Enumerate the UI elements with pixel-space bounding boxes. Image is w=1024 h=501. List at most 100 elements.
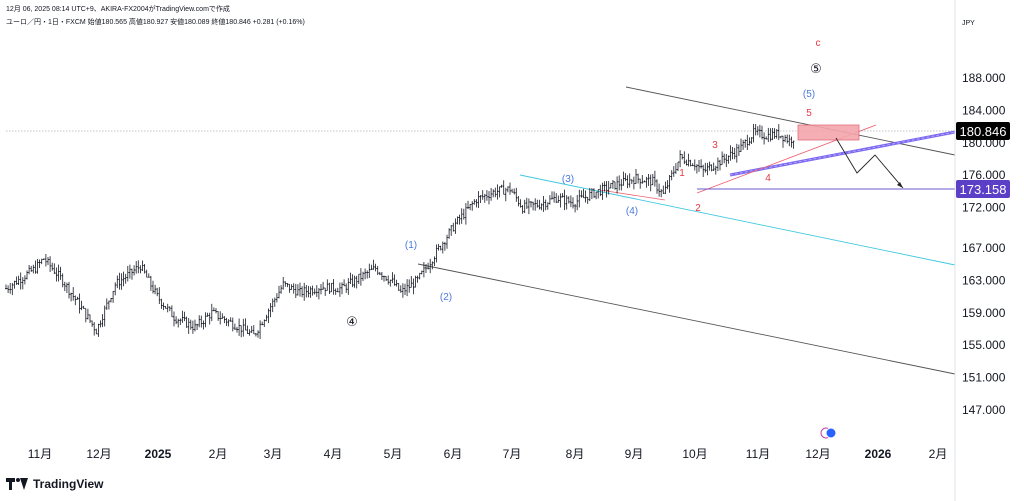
ohlc-bar [328, 282, 331, 295]
ohlc-bar [551, 191, 553, 200]
wave-label-red: 1 [679, 168, 685, 179]
ohlc-bar [334, 288, 337, 295]
ohlc-bar [257, 330, 259, 338]
ohlc-bar [410, 276, 413, 288]
ohlc-bar [767, 127, 770, 143]
ohlc-bar [76, 296, 79, 300]
ohlc-bar [265, 314, 268, 322]
wave-annotations: (1) (2) (3) (4) (5) 1 2 3 4 5 c ④ ⑤ [346, 38, 837, 439]
ohlc-bar [154, 284, 157, 295]
ohlc-bar [147, 273, 150, 278]
wave-label-blue: (5) [803, 89, 815, 100]
ohlc-bar [233, 323, 236, 330]
ohlc-bar [254, 332, 257, 337]
ohlc-bar [368, 263, 371, 279]
ohlc-bar [406, 279, 409, 297]
trendline-purple-dash [729, 131, 956, 176]
ohlc-bar [483, 193, 486, 203]
ohlc-bar [456, 216, 459, 225]
ohlc-bar [481, 190, 484, 200]
ohlc-bar [729, 145, 732, 161]
ohlc-bar [664, 181, 667, 195]
ohlc-bar [97, 323, 100, 337]
ohlc-bar [141, 260, 144, 271]
ohlc-bar [786, 134, 789, 144]
wave-label-red: c [816, 38, 821, 49]
ohlc-bar [742, 139, 745, 150]
ohlc-bar [206, 312, 209, 317]
ohlc-bar [143, 264, 146, 274]
ohlc-bar [191, 320, 194, 334]
ohlc-bar [737, 144, 740, 156]
ohlc-bar [620, 179, 623, 191]
ohlc-bar [473, 199, 476, 205]
ohlc-bar [679, 150, 682, 168]
ohlc-bar [683, 151, 686, 165]
ohlc-bar [51, 262, 54, 271]
ohlc-bar [626, 175, 629, 189]
ohlc-bar [236, 326, 238, 333]
ohlc-bar [208, 312, 211, 325]
ohlc-bar [63, 281, 66, 292]
x-tick-label: 11月 [28, 447, 52, 461]
ohlc-bar [82, 305, 85, 310]
ohlc-bar [38, 259, 41, 269]
ohlc-bar [364, 268, 367, 280]
ohlc-bar [656, 179, 658, 194]
ohlc-bar [782, 135, 784, 148]
ohlc-bar [294, 283, 297, 298]
ohlc-bar [475, 199, 478, 208]
ohlc-bar [691, 163, 694, 167]
ohlc-bar [572, 197, 574, 209]
ohlc-bar [183, 311, 186, 322]
ohlc-bar [26, 270, 28, 280]
ohlc-bar [158, 287, 161, 305]
ohlc-bar [586, 196, 589, 204]
x-tick-label: 12月 [86, 447, 111, 461]
wave-label-circle: ⑤ [810, 62, 822, 77]
ohlc-bar [139, 265, 142, 274]
support-level-label: 173.158 [960, 182, 1007, 197]
ohlc-bar [611, 180, 614, 189]
ohlc-bars [5, 123, 795, 340]
ohlc-bar [105, 298, 108, 310]
ohlc-bar [126, 265, 129, 282]
ohlc-bar [194, 319, 196, 332]
ohlc-bar [259, 320, 262, 340]
trendline-red-small [599, 189, 666, 201]
ohlc-bar [118, 272, 121, 290]
ohlc-bar [536, 199, 539, 208]
ohlc-bar [347, 278, 350, 295]
ohlc-bar [649, 174, 652, 192]
last-price-tag: 180.846 [956, 122, 1010, 140]
ohlc-bar [9, 282, 12, 294]
ohlc-bar [641, 175, 644, 184]
trendline-upper-channel [625, 86, 956, 156]
ohlc-bar [779, 135, 782, 139]
ohlc-bar [628, 173, 631, 188]
x-tick-label: 5月 [384, 447, 403, 461]
ohlc-bar [559, 193, 562, 208]
x-tick-label: 9月 [625, 447, 644, 461]
ohlc-bar [221, 313, 224, 319]
ohlc-bar [651, 173, 654, 186]
ohlc-bar [74, 295, 77, 306]
ohlc-bar [204, 312, 207, 328]
ohlc-bar [336, 287, 339, 293]
ohlc-bar [420, 270, 423, 275]
ohlc-bar [5, 284, 7, 290]
ohlc-bar [578, 189, 581, 208]
ohlc-bar [101, 314, 104, 328]
ohlc-bar [162, 302, 165, 311]
ohlc-bar [580, 190, 583, 198]
ohlc-bar [317, 287, 320, 300]
ohlc-bar [546, 202, 549, 210]
ohlc-bar [777, 124, 780, 141]
ohlc-bar [733, 147, 736, 160]
ohlc-bar [521, 205, 524, 214]
y-tick-label: 172.000 [962, 201, 1006, 215]
ohlc-bar [313, 288, 316, 295]
ohlc-bar [175, 316, 178, 325]
ohlc-bar [320, 283, 322, 295]
